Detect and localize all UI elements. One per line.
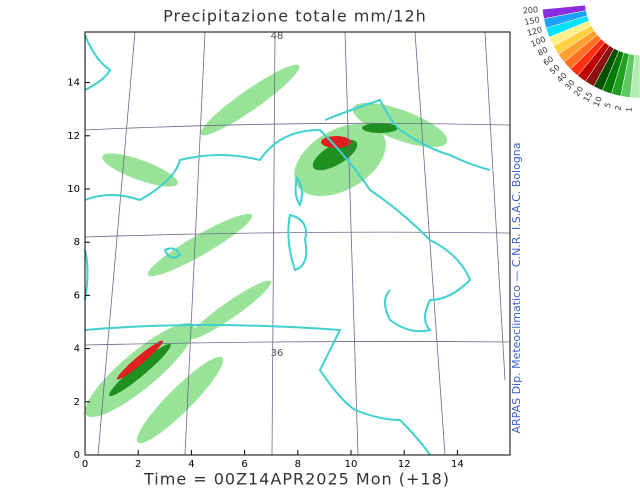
legend-label: 15 [582,90,595,103]
graticule [84,31,511,456]
map-area [84,31,511,456]
legend-label: 120 [526,25,543,38]
x-tick-label: 0 [82,459,88,470]
legend-label: 5 [603,101,613,108]
y-tick-label: 10 [67,184,80,195]
x-tick-label: 4 [188,459,194,470]
x-tick-label: 8 [295,459,301,470]
legend-label: 1 [624,106,633,112]
x-tick-label: 2 [135,459,141,470]
y-tick-label: 4 [74,344,80,355]
legend-label: 2 [614,104,624,111]
coastline [84,34,491,456]
y-tick-label: 12 [67,131,80,142]
legend-label: 150 [524,15,541,27]
y-tick-label: 2 [74,397,80,408]
y-tick-label: 8 [74,237,80,248]
legend-label: 10 [592,95,604,108]
y-tick-label: 6 [74,290,80,301]
y-tick-label: 0 [74,450,80,461]
x-tick-label: 6 [241,459,247,470]
precipitation-heavy [109,123,398,397]
credit: ARPAS Dip. Meteoclimatico — C.N.R. I.S.A… [510,142,523,433]
y-tick-label: 14 [67,78,80,89]
x-tick-label: 14 [451,459,464,470]
map-title: Precipitazione totale mm/12h [163,7,427,26]
x-tick-label: 10 [345,459,358,470]
latitude-label: 48 [271,31,284,42]
latitude-label: 36 [271,348,284,359]
legend-label: 200 [522,5,538,15]
time-label: Time = 00Z14APR2025 Mon (+18) [143,470,450,489]
legend-label: 80 [536,45,549,58]
x-tick-label: 12 [398,459,411,470]
legend-swatch [630,54,640,99]
